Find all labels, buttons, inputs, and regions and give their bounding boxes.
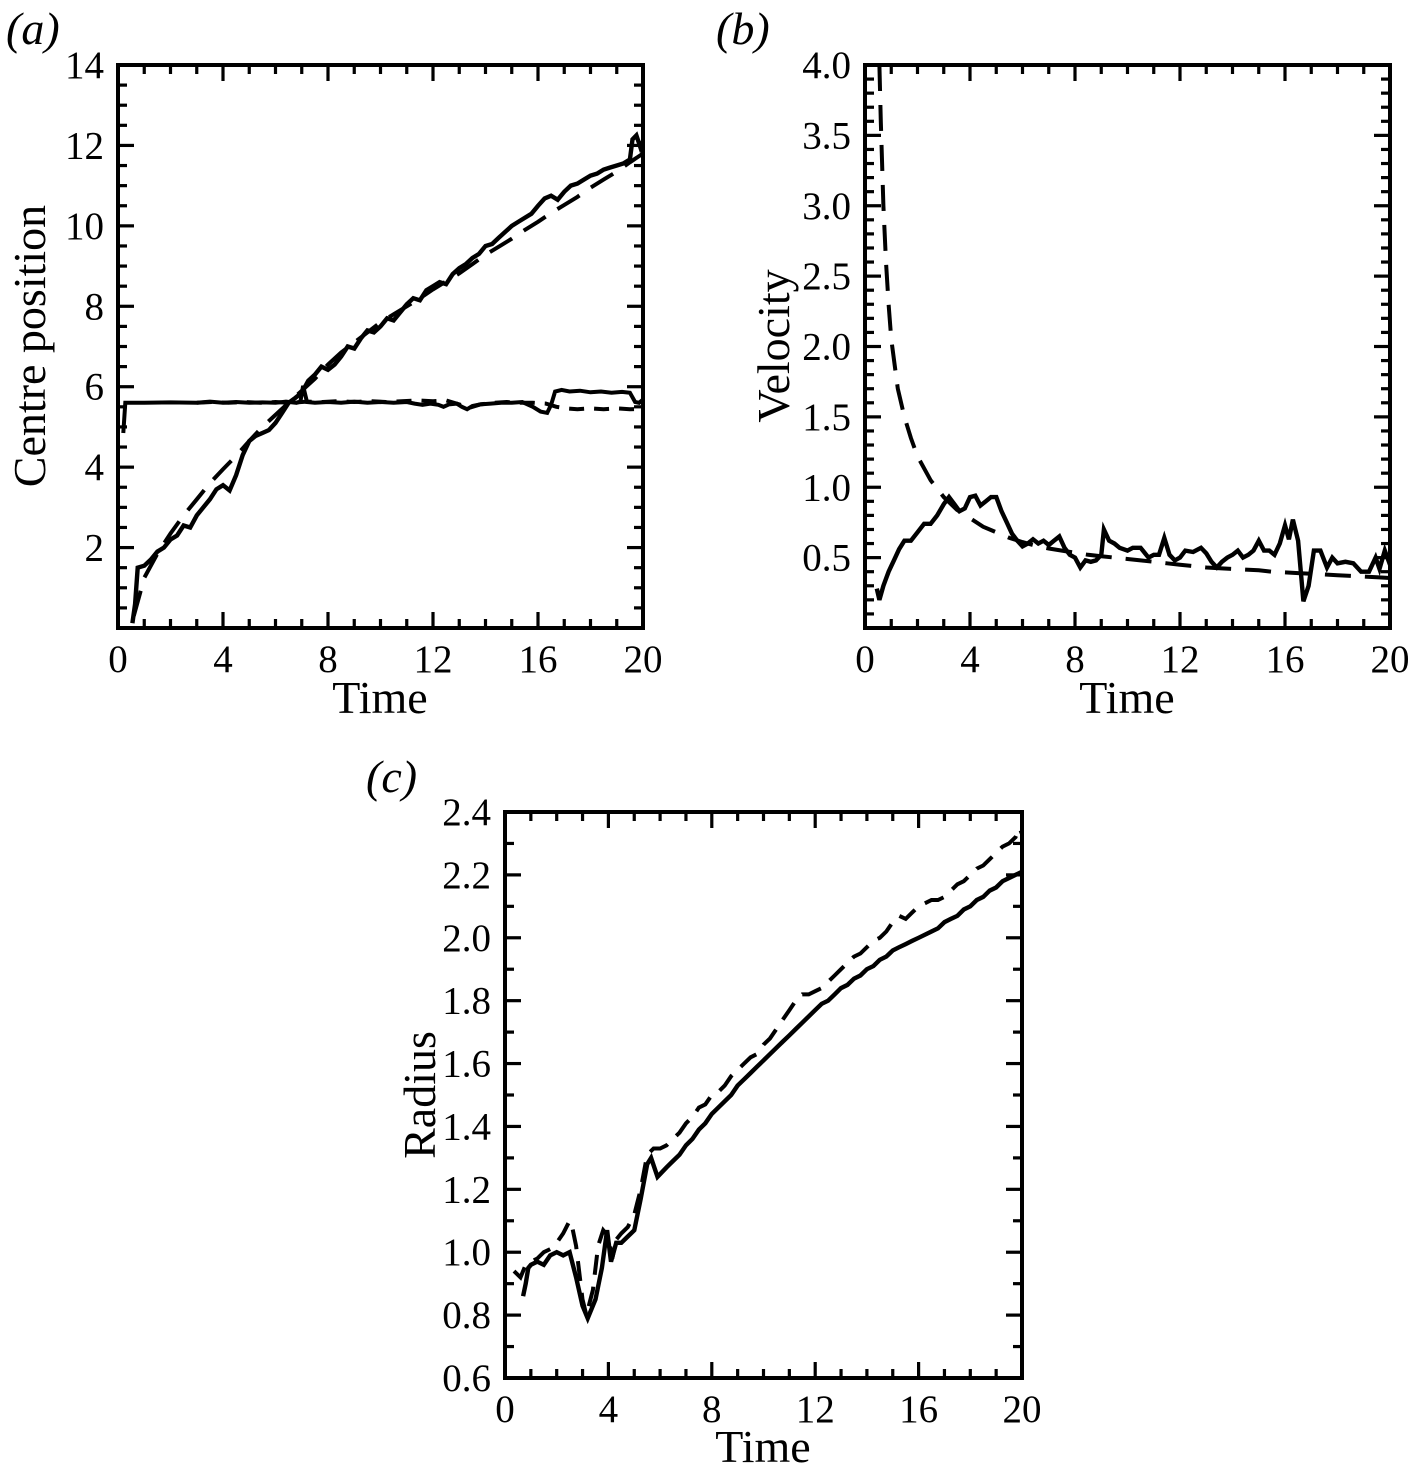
series-radius-model-dashed — [512, 822, 1024, 1316]
panel-a-y-tick-label: 14 — [65, 44, 104, 87]
panel-c-y-axis-title: Radius — [394, 1031, 445, 1159]
panel-a-y-tick-label: 12 — [65, 124, 104, 167]
panel-a-x-tick-label: 16 — [519, 638, 558, 681]
panel-a-y-axis-title: Centre position — [4, 204, 55, 488]
panel-c-y-tick-label: 1.2 — [442, 1168, 491, 1211]
panel-a-y-tick-label: 2 — [85, 527, 105, 570]
panel-a-y-tick-label: 4 — [85, 446, 105, 489]
panel-b-y-tick-label: 3.5 — [802, 114, 851, 157]
panel-c-x-tick-label: 12 — [796, 1388, 835, 1431]
panel-b-y-tick-label: 1.0 — [802, 466, 851, 509]
panel-b-ticks — [863, 63, 1392, 630]
panel-c-x-tick-label: 4 — [599, 1388, 619, 1431]
panel-a-x-tick-label: 12 — [414, 638, 453, 681]
panel-c-y-tick-label: 1.8 — [442, 980, 491, 1023]
series-drop-centre-simulation-rising-solid — [130, 131, 646, 624]
series-bubble-centre-simulation-flat-solid — [121, 385, 645, 434]
panel-c-ticks — [503, 810, 1024, 1380]
panel-a-x-tick-label: 8 — [318, 638, 338, 681]
panel-b-x-axis-title: Time — [1079, 672, 1175, 723]
panel-b-x-tick-label: 4 — [960, 638, 980, 681]
panel-c-x-axis-title: Time — [715, 1421, 811, 1472]
panel-c-tick-labels: 0 4 8 12 16 20 0.6 0.8 1.0 1.2 1.4 1.6 1.8 2.0 2.2 2.4 — [442, 791, 1041, 1431]
panel-b-tick-labels: 0 4 8 12 16 20 0.5 1.0 1.5 2.0 2.5 3.0 3.5 4.0 — [802, 44, 1409, 681]
panel-a-y-tick-label: 6 — [85, 366, 105, 409]
panel-c-y-tick-label: 0.6 — [442, 1357, 491, 1400]
panel-a-series — [121, 131, 646, 624]
panel-c-plot: 0 4 8 12 16 20 0.6 0.8 1.0 1.2 1.4 1.6 1.8 2.0 2.2 2.4 — [442, 791, 1041, 1431]
panel-c-x-tick-label: 8 — [702, 1388, 722, 1431]
panel-c-x-tick-label: 16 — [899, 1388, 938, 1431]
panel-a-y-tick-label: 10 — [65, 205, 104, 248]
panel-b-x-tick-label: 0 — [855, 638, 875, 681]
panel-c-y-tick-label: 1.4 — [442, 1105, 491, 1148]
panel-b-series — [874, 64, 1393, 602]
series-radius-simulation-solid — [520, 869, 1023, 1325]
panel-b-x-tick-label: 12 — [1161, 638, 1200, 681]
panel-b-y-axis-title: Velocity — [748, 269, 799, 423]
panel-c-y-tick-label: 2.4 — [442, 791, 491, 834]
panel-a-x-tick-label: 20 — [624, 638, 663, 681]
series-drop-centre-model-rising-dashed — [131, 151, 645, 617]
panel-a-y-tick-label: 8 — [85, 285, 105, 328]
series-bubble-centre-model-flat-dashed — [196, 398, 644, 412]
panel-b-y-tick-label: 2.0 — [802, 326, 851, 369]
panel-c-letter: (c) — [366, 751, 418, 802]
panel-a-x-axis-title: Time — [332, 672, 428, 723]
panel-c-x-tick-label: 20 — [1003, 1388, 1042, 1431]
panel-c-y-tick-label: 2.0 — [442, 917, 491, 960]
panel-a-ticks — [116, 63, 645, 630]
panel-c-series — [512, 822, 1024, 1325]
panel-b-letter: (b) — [716, 3, 770, 54]
panel-b-plot: 0 4 8 12 16 20 0.5 1.0 1.5 2.0 2.5 3.0 3.5 4.0 — [802, 44, 1409, 681]
panel-b-y-tick-label: 4.0 — [802, 44, 851, 87]
panel-c-y-tick-label: 0.8 — [442, 1294, 491, 1337]
panel-b-y-tick-label: 1.5 — [802, 396, 851, 439]
panel-c-y-tick-label: 1.0 — [442, 1231, 491, 1274]
panel-a-x-tick-label: 4 — [213, 638, 233, 681]
panel-a-x-tick-label: 0 — [108, 638, 128, 681]
panel-b-x-tick-label: 20 — [1371, 638, 1410, 681]
panel-c-x-tick-label: 0 — [495, 1388, 515, 1431]
panel-a-axes-box — [116, 63, 645, 630]
panel-c-y-tick-label: 2.2 — [442, 854, 491, 897]
panel-a-letter: (a) — [6, 3, 60, 54]
series-velocity-simulation-solid — [874, 493, 1393, 602]
panel-b-x-tick-label: 16 — [1266, 638, 1305, 681]
panel-b-axes-box — [863, 63, 1392, 630]
panel-b-y-tick-label: 0.5 — [802, 537, 851, 580]
series-velocity-model-dashed — [877, 64, 1391, 580]
panel-b-y-tick-label: 2.5 — [802, 255, 851, 298]
panel-b-y-tick-label: 3.0 — [802, 185, 851, 228]
panel-b-x-tick-label: 8 — [1065, 638, 1085, 681]
panel-c-y-tick-label: 1.6 — [442, 1043, 491, 1086]
